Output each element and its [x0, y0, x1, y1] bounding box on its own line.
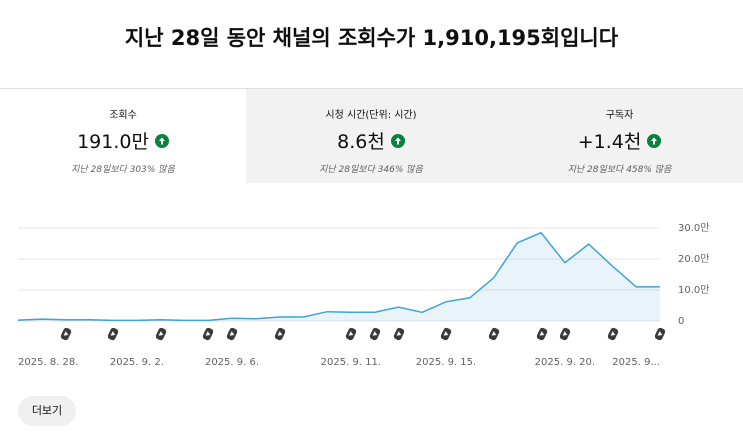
- metric-comparison: 지난 28일보다 346% 많음: [319, 165, 423, 175]
- x-tick-label: 2025. 9. 11.: [321, 357, 381, 368]
- event-icon: [654, 327, 666, 341]
- x-tick-label: 2025. 9...: [612, 357, 660, 368]
- event-icon: [607, 327, 619, 341]
- event-icon: [202, 327, 214, 341]
- x-tick-label: 2025. 9. 20.: [535, 357, 595, 368]
- event-icon: [345, 327, 357, 341]
- event-icon: [488, 327, 500, 341]
- metric-comparison: 지난 28일보다 303% 많음: [71, 165, 175, 175]
- metric-label: 시청 시간(단위: 시간): [325, 110, 417, 121]
- x-tick-label: 2025. 9. 15.: [416, 357, 476, 368]
- event-icon-play: [277, 331, 283, 336]
- area-fill: [18, 232, 660, 321]
- metric-label: 조회수: [109, 110, 137, 121]
- up-icon: [647, 133, 662, 148]
- x-tick-label: 2025. 8. 28.: [18, 357, 78, 368]
- event-icon-play: [229, 331, 235, 336]
- more-button[interactable]: 더보기: [18, 396, 76, 426]
- metric-value: 191.0만: [77, 131, 149, 153]
- event-icon-play: [610, 331, 616, 336]
- y-tick-label: 0: [678, 316, 684, 327]
- event-icon-play: [63, 331, 69, 336]
- event-icon: [226, 327, 238, 341]
- metric-card[interactable]: 조회수 191.0만 지난 28일보다 303% 많음: [0, 88, 246, 183]
- metric-comparison: 지난 28일보다 458% 많음: [567, 165, 672, 175]
- event-icon: [107, 327, 119, 341]
- y-tick-label: 30.0만: [678, 222, 709, 234]
- event-icon-play: [562, 331, 568, 336]
- event-icon-play: [657, 331, 663, 336]
- event-icon: [369, 327, 381, 341]
- event-icon-play: [491, 331, 497, 336]
- event-icon-play: [158, 331, 164, 336]
- event-icon: [393, 327, 405, 341]
- up-icon: [390, 133, 405, 148]
- metric-value: +1.4천: [577, 131, 642, 153]
- page-title: 지난 28일 동안 채널의 조회수가 1,910,195회입니다: [124, 26, 619, 50]
- metric-card[interactable]: 구독자 +1.4천 지난 28일보다 458% 많음: [496, 88, 743, 183]
- event-icon-play: [539, 331, 545, 336]
- metric-card[interactable]: 시청 시간(단위: 시간) 8.6천 지난 28일보다 346% 많음: [246, 88, 496, 183]
- x-tick-label: 2025. 9. 2.: [110, 357, 164, 368]
- y-tick-label: 20.0만: [678, 253, 709, 265]
- event-icon-play: [372, 331, 378, 336]
- chart: 0 10.0만 20.0만 30.0만 2025. 8. 28. 2025. 9. 2. 2…: [17, 222, 709, 368]
- event-icon-play: [443, 331, 449, 336]
- up-icon: [154, 133, 169, 148]
- event-icon-play: [205, 331, 211, 336]
- event-icon: [155, 327, 167, 341]
- x-tick-label: 2025. 9. 6.: [205, 357, 259, 368]
- y-tick-label: 10.0만: [678, 284, 709, 296]
- event-icon: [536, 327, 548, 341]
- event-icon: [60, 327, 72, 341]
- event-icon-play: [110, 331, 116, 336]
- event-icon: [440, 327, 452, 341]
- line: [17, 231, 660, 322]
- event-icon: [559, 327, 571, 341]
- event-icon: [274, 327, 286, 341]
- event-icon-play: [396, 331, 402, 336]
- metric-value: 8.6천: [337, 131, 385, 153]
- metric-label: 구독자: [605, 110, 634, 121]
- event-icon-play: [348, 331, 354, 336]
